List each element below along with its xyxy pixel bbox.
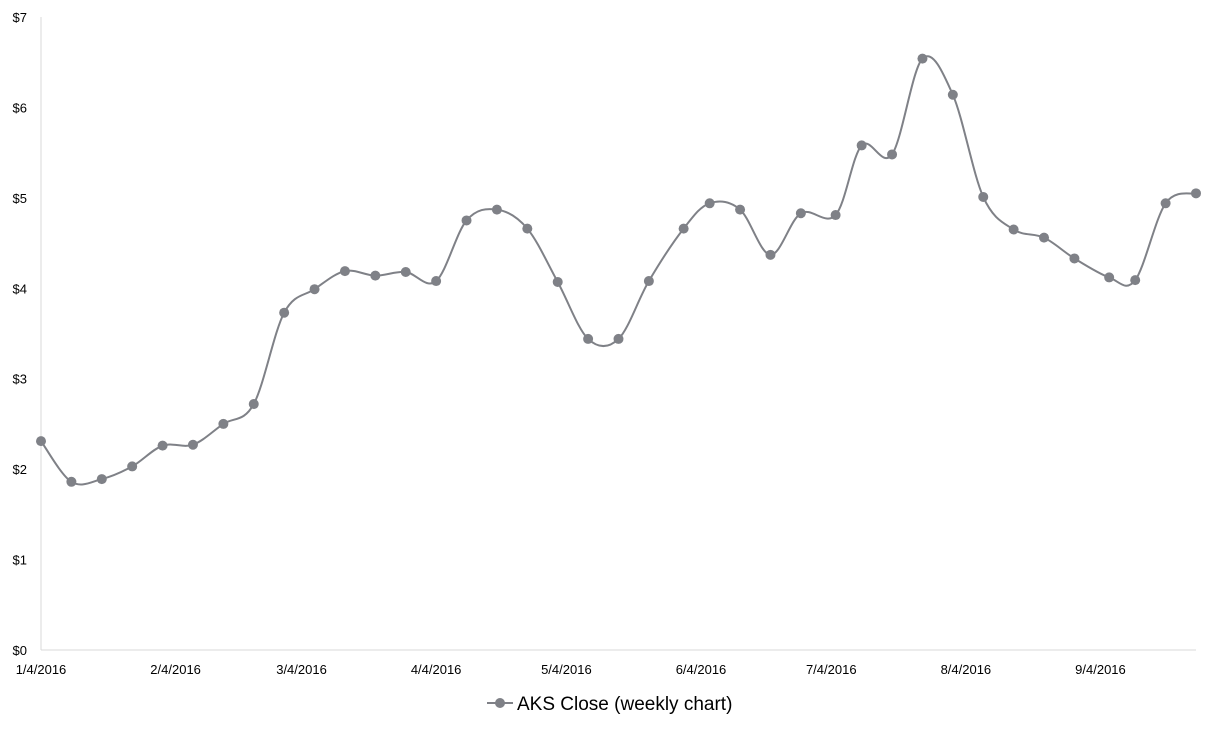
data-point [643, 276, 654, 287]
y-tick-label: $3 [13, 372, 27, 387]
x-tick-label: 7/4/2016 [806, 662, 857, 677]
data-point [1160, 198, 1171, 209]
x-tick-label: 2/4/2016 [150, 662, 201, 677]
data-point [552, 276, 563, 287]
data-point [400, 267, 411, 278]
legend: AKS Close (weekly chart) [487, 694, 732, 715]
axes [40, 17, 1196, 651]
y-tick-label: $5 [13, 191, 27, 206]
data-point [887, 149, 898, 160]
data-point [66, 476, 77, 487]
data-point [127, 461, 138, 472]
data-point [522, 223, 533, 234]
data-point [1130, 275, 1141, 286]
x-tick-label: 6/4/2016 [676, 662, 727, 677]
data-point [704, 198, 715, 209]
data-point [96, 474, 107, 485]
series-line [40, 55, 1197, 486]
data-point [1008, 224, 1019, 235]
data-point [218, 418, 229, 429]
data-point [1069, 253, 1080, 264]
data-point [339, 266, 350, 277]
legend-label: AKS Close (weekly chart) [517, 694, 732, 715]
x-tick-label: 1/4/2016 [16, 662, 67, 677]
x-tick-label: 4/4/2016 [411, 662, 462, 677]
x-tick-label: 3/4/2016 [276, 662, 327, 677]
y-tick-label: $0 [13, 643, 27, 658]
data-point [370, 270, 381, 281]
x-tick-label: 9/4/2016 [1075, 662, 1126, 677]
data-point [157, 440, 168, 451]
x-tick-label: 5/4/2016 [541, 662, 592, 677]
data-point [917, 53, 928, 64]
series-layer [36, 53, 1201, 487]
y-tick-label: $4 [13, 281, 27, 296]
data-point [830, 210, 841, 221]
data-point [1104, 272, 1115, 283]
x-axis-tick-labels: 1/4/2016 2/4/2016 3/4/2016 4/4/2016 5/4/2016… [16, 662, 1126, 677]
data-point [279, 307, 290, 318]
y-tick-label: $6 [13, 100, 27, 115]
data-point [36, 436, 46, 447]
y-axis-tick-labels: $0 $1 $2 $3 $4 $5 $6 $7 [13, 10, 27, 658]
data-point [947, 89, 958, 100]
data-point [765, 249, 776, 260]
data-point [795, 208, 806, 219]
data-point [978, 191, 989, 202]
y-tick-label: $2 [13, 462, 27, 477]
data-point [309, 284, 320, 295]
data-point [735, 204, 746, 215]
data-point [613, 333, 624, 344]
data-point [583, 333, 594, 344]
data-point [248, 399, 259, 410]
data-point [187, 439, 198, 450]
data-point [856, 140, 867, 151]
data-point [1039, 232, 1050, 243]
x-tick-label: 8/4/2016 [941, 662, 992, 677]
data-point [1191, 188, 1201, 199]
legend-marker-swatch [495, 698, 505, 708]
data-point [678, 223, 689, 234]
data-point [491, 204, 502, 215]
data-point [431, 276, 442, 287]
y-tick-label: $1 [13, 553, 27, 568]
data-point [461, 215, 472, 226]
y-tick-label: $7 [13, 10, 27, 25]
